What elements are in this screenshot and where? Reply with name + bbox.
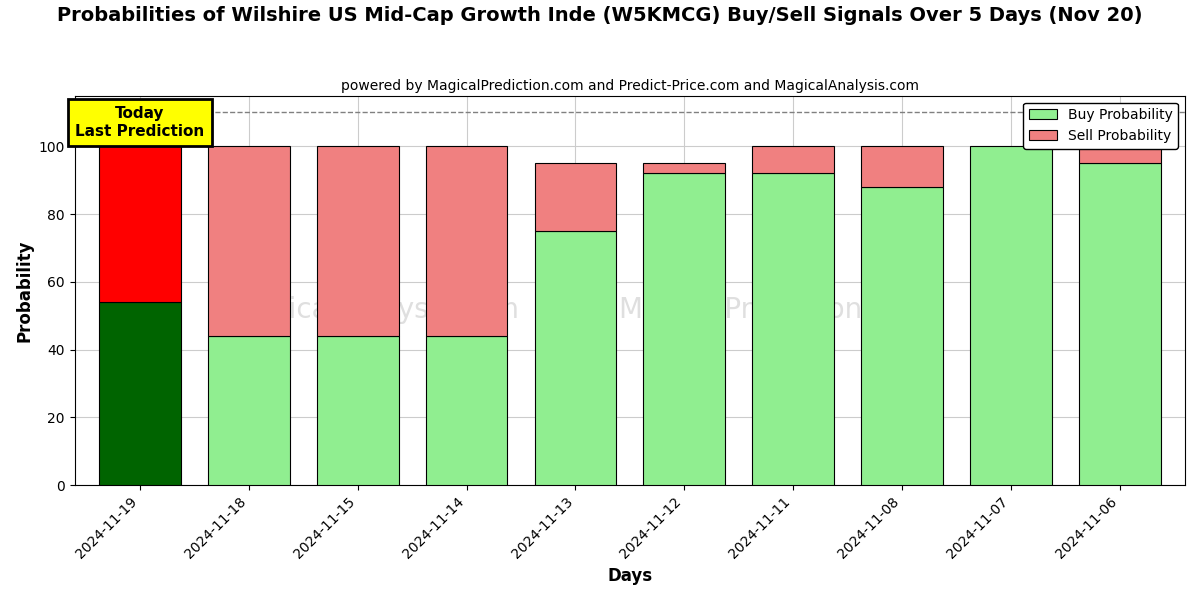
Bar: [426, 146, 508, 336]
Bar: [1079, 163, 1160, 485]
Bar: [426, 336, 508, 485]
Bar: [643, 173, 725, 485]
Bar: [100, 146, 181, 302]
Bar: [862, 146, 943, 187]
Text: MagicalPrediction.com: MagicalPrediction.com: [618, 296, 930, 324]
Bar: [752, 146, 834, 173]
Bar: [862, 187, 943, 485]
Bar: [317, 336, 398, 485]
Bar: [534, 163, 617, 231]
Text: Today
Last Prediction: Today Last Prediction: [76, 106, 204, 139]
Bar: [752, 173, 834, 485]
Bar: [534, 231, 617, 485]
Bar: [100, 302, 181, 485]
Bar: [317, 146, 398, 336]
Text: Probabilities of Wilshire US Mid-Cap Growth Inde (W5KMCG) Buy/Sell Signals Over : Probabilities of Wilshire US Mid-Cap Gro…: [58, 6, 1142, 25]
Bar: [208, 146, 289, 336]
Y-axis label: Probability: Probability: [16, 239, 34, 341]
Legend: Buy Probability, Sell Probability: Buy Probability, Sell Probability: [1024, 103, 1178, 149]
Bar: [643, 163, 725, 173]
Bar: [208, 336, 289, 485]
Title: powered by MagicalPrediction.com and Predict-Price.com and MagicalAnalysis.com: powered by MagicalPrediction.com and Pre…: [341, 79, 919, 93]
Text: MagicalAnalysis.com: MagicalAnalysis.com: [230, 296, 518, 324]
Bar: [1079, 146, 1160, 163]
Bar: [970, 146, 1051, 485]
X-axis label: Days: Days: [607, 567, 653, 585]
